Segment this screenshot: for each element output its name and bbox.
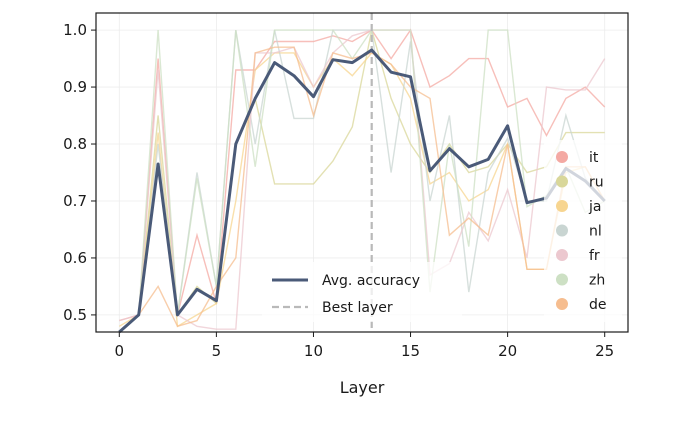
legend-main-box <box>262 262 462 322</box>
plot-frame <box>95 12 629 333</box>
x-axis-label: Layer <box>340 378 385 397</box>
avg-accuracy-series <box>118 48 606 334</box>
legend-label-nl: nl <box>589 224 602 240</box>
x-tick-label: 15 <box>401 342 420 360</box>
x-tick-label: 10 <box>304 342 323 360</box>
legend-swatch-it <box>556 151 568 163</box>
series-line-zh <box>118 29 606 333</box>
x-tick-label: 25 <box>595 342 614 360</box>
legend-label-fr: fr <box>589 248 600 264</box>
legend-swatch-zh <box>556 273 568 286</box>
x-tick-label: 0 <box>115 342 125 360</box>
x-tick-label: 5 <box>212 342 222 360</box>
y-tick-label: 0.8 <box>63 135 87 153</box>
y-tick-label: 0.5 <box>63 306 87 324</box>
series-line-it <box>119 28 606 322</box>
legend-swatch-ru <box>556 175 568 188</box>
series-line-ru <box>118 29 605 333</box>
series-line-avg-accuracy <box>118 48 606 334</box>
legend-label-de: de <box>589 297 607 313</box>
y-tick-label: 0.7 <box>63 192 87 210</box>
legend-lang-box <box>544 140 622 322</box>
y-tick-label: 0.6 <box>63 249 87 267</box>
legend-main: Avg. accuracy Best layer <box>262 262 462 322</box>
legend-label-avg-accuracy: Avg. accuracy <box>322 273 420 289</box>
legend-label-ru: ru <box>589 175 604 191</box>
legend-label-best-layer: Best layer <box>322 300 393 316</box>
legend-label-ja: ja <box>588 199 601 215</box>
legend-swatch-ja <box>556 200 568 212</box>
x-tick-label: 20 <box>498 342 517 360</box>
language-series-lines <box>118 28 606 333</box>
legend-label-zh: zh <box>589 273 605 289</box>
legend-swatch-fr <box>556 249 568 261</box>
y-tick-label: 1.0 <box>63 21 87 39</box>
axis-ticks: 0 5 10 15 20 25 0.5 0.6 0.7 0.8 0.9 1.0 <box>63 21 614 360</box>
legend-swatch-nl <box>556 224 568 237</box>
y-tick-label: 0.9 <box>63 78 87 96</box>
legend-languages: it ru ja nl fr zh de <box>544 140 622 322</box>
legend-label-it: it <box>589 150 599 166</box>
legend-swatch-de <box>556 298 568 310</box>
